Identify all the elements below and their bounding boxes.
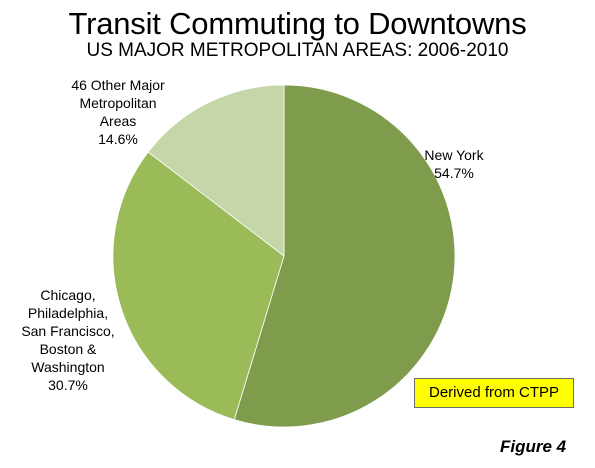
chart-title: Transit Commuting to Downtowns [68,6,527,41]
pie-slice-new-york [233,84,456,428]
pie-slice-chicago-group [112,151,285,421]
slice-name-line: 46 Other Major [71,77,165,93]
figure-label: Figure 4 [500,437,567,456]
slice-name-line: San Francisco, [21,323,115,339]
slice-value-label: 14.6% [98,131,138,147]
slice-value-label: 30.7% [48,377,88,393]
slice-name-line: Philadelphia, [27,305,109,321]
slice-label-new-york: New York 54.7% [400,146,508,182]
pie-slice-other-metros [147,84,285,257]
slice-label-chicago-group: Chicago, Philadelphia, San Francisco, Bo… [10,286,126,394]
slice-name-line: Washington [31,359,105,375]
slice-value-label: 54.7% [434,165,474,181]
slice-label-other-metros: 46 Other Major Metropolitan Areas 14.6% [60,76,176,148]
slice-name-line: Areas [99,113,137,129]
chart-subtitle: US MAJOR METROPOLITAN AREAS: 2006-2010 [86,40,509,61]
slice-name-line: New York [424,147,484,163]
slice-name-line: Chicago, [40,287,96,303]
slice-name-line: Boston & [39,341,97,357]
slice-name-line: Metropolitan [79,95,157,111]
source-badge: Derived from CTPP [414,378,574,408]
